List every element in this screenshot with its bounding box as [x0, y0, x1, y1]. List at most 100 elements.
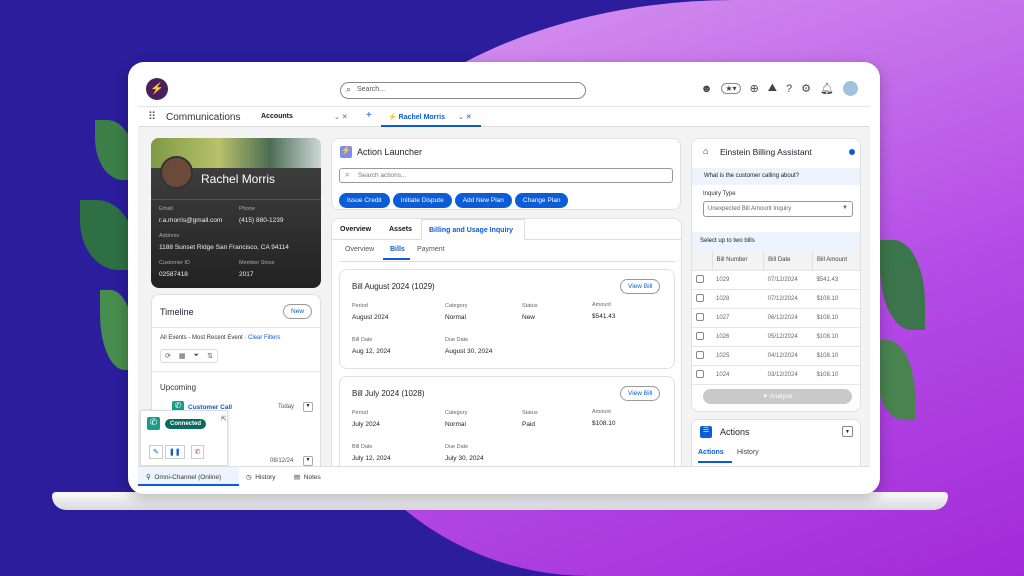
tab-billing-usage[interactable]: Billing and Usage Inquiry [421, 219, 525, 240]
divider [152, 371, 320, 372]
filter-icon[interactable]: ⏷ [193, 352, 200, 359]
bill-row: 1024 03/12/2024 $108.10 [692, 365, 860, 385]
item2-menu-button[interactable]: ▼ [303, 456, 313, 466]
history-button[interactable]: ◷ History [246, 474, 276, 481]
change-plan-button[interactable]: Change Plan [514, 193, 569, 208]
timeline-title: Timeline [160, 307, 194, 317]
notes-label: Notes [303, 474, 321, 481]
gear-icon[interactable]: ⚙ [801, 83, 812, 95]
inquiry-type-value: Unexpected Bill Amount Inquiry [708, 206, 792, 212]
tab-rachel-close[interactable]: ⌄ ✕ [458, 114, 472, 121]
divider [339, 261, 675, 262]
app-name: Communications [166, 112, 241, 123]
status-label: Status [522, 303, 538, 309]
clear-filters-link[interactable]: Clear Filters [248, 335, 281, 341]
member-since-value: 2017 [239, 271, 254, 278]
global-search-input[interactable]: Search... [340, 82, 586, 99]
view-bill-button[interactable]: View Bill [620, 386, 661, 401]
hold-icon[interactable]: ❚❚ [164, 445, 185, 459]
new-event-button[interactable]: New [283, 304, 313, 319]
add-tab-button[interactable]: + [366, 110, 372, 121]
bill-checkbox[interactable] [696, 274, 704, 283]
sort-icon[interactable]: ⇅ [207, 353, 213, 360]
help-icon[interactable]: ? [786, 82, 793, 95]
actions-menu-button[interactable]: ▼ [842, 426, 853, 437]
calendar-icon[interactable]: ▦ [178, 353, 186, 360]
einstein-billing-assistant: ⌂ Einstein Billing Assistant What is the… [691, 138, 861, 412]
category-value: Normal [445, 314, 466, 321]
search-actions-input[interactable]: ⌕ Search actions... [339, 168, 673, 183]
bell-icon[interactable]: 🔔︎ [820, 83, 834, 95]
issue-credit-button[interactable]: Issue Credit [339, 193, 390, 208]
due_date-label: Due Date [445, 337, 469, 343]
question-banner: What is the customer calling about? [692, 168, 860, 185]
info-icon[interactable] [849, 149, 855, 155]
laptop-base [52, 492, 948, 510]
tab-assets[interactable]: Assets [389, 226, 412, 233]
tab-accounts[interactable]: Accounts [261, 113, 293, 120]
mute-icon[interactable]: ✎ [149, 445, 163, 459]
avatar[interactable] [843, 81, 858, 96]
refresh-icon[interactable]: ⟳ [165, 353, 171, 360]
phone-value[interactable]: (415) 880-1239 [239, 217, 284, 224]
item-menu-button[interactable]: ▼ [303, 402, 313, 412]
column-header: Bill Date [763, 251, 813, 271]
company-logo[interactable]: ⚡ [146, 78, 168, 100]
agent-icon[interactable]: ☻ [700, 82, 713, 95]
leaf-decoration [80, 200, 135, 270]
tab-rachel-morris[interactable]: ⚡ Rachel Morris [381, 107, 481, 127]
omni-channel-button[interactable]: ⚲ Omni-Channel (Online) [138, 467, 239, 486]
view-bill-button[interactable]: View Bill [620, 279, 661, 294]
add-icon[interactable]: ⊕ [749, 83, 759, 95]
einstein-icon: ⌂ [703, 146, 709, 156]
trailhead-icon[interactable]: ⛰ [767, 82, 778, 94]
notes-button[interactable]: ▤ Notes [294, 474, 321, 481]
bill-date: 07/12/2024 [763, 270, 813, 290]
popout-icon[interactable]: ⇱ [221, 416, 227, 423]
bill-number: 1025 [712, 346, 764, 366]
inquiry-type-label: Inquiry Type [703, 191, 736, 197]
email-value[interactable]: r.a.morris@gmail.com [159, 217, 223, 224]
subtab-overview[interactable]: Overview [345, 246, 375, 253]
timeline-toolbar: ⟳ ▦ ⏷ ⇅ [160, 349, 218, 363]
select-bills-banner: Select up to two bills [692, 232, 860, 251]
bill-checkbox[interactable] [696, 331, 704, 340]
subtab-bills[interactable]: Bills [383, 246, 410, 260]
period-label: Period [352, 303, 368, 309]
phone-label: Phone [239, 206, 255, 212]
action-launcher-title: Action Launcher [357, 147, 423, 157]
subtab-payment[interactable]: Payment [417, 246, 445, 253]
tab-accounts-close[interactable]: ⌄ ✕ [334, 114, 348, 121]
app-launcher-icon[interactable]: ⠿ [148, 111, 157, 123]
bill-checkbox[interactable] [696, 350, 704, 359]
bill-row: 1029 07/12/2024 $541.43 [692, 270, 860, 290]
initiate-dispute-button[interactable]: Initiate Dispute [392, 193, 452, 208]
timeline-item2-date: 08/12/24 [270, 458, 294, 464]
actions-tab-history[interactable]: History [737, 449, 759, 456]
due_date-value: July 30, 2024 [445, 455, 484, 462]
bill-row: 1027 06/12/2024 $108.10 [692, 308, 860, 328]
checkbox-header [692, 251, 713, 271]
bill-row: 1028 07/12/2024 $108.10 [692, 289, 860, 309]
analyze-button[interactable]: ✦ Analyze [703, 389, 852, 404]
profile-name: Rachel Morris [201, 172, 276, 186]
inquiry-type-select[interactable]: Unexpected Bill Amount Inquiry ▼ [703, 201, 853, 217]
due_date-label: Due Date [445, 444, 469, 450]
chevron-down-icon: ▼ [842, 205, 848, 211]
bill-number: 1026 [712, 327, 764, 347]
bill-amount: $108.10 [812, 308, 860, 328]
actions-tab-actions[interactable]: Actions [698, 449, 732, 463]
customer-id-label: Customer ID [159, 260, 190, 266]
bill-checkbox[interactable] [696, 293, 704, 302]
add-new-plan-button[interactable]: Add New Plan [454, 193, 512, 208]
favorites-icon[interactable]: ★▾ [721, 83, 741, 94]
bill-checkbox[interactable] [696, 312, 704, 321]
bill-checkbox[interactable] [696, 369, 704, 378]
end-call-icon[interactable]: ✆ [190, 445, 205, 459]
record-detail-card: Overview Assets Billing and Usage Inquir… [331, 218, 682, 486]
call-status-badge: Connected [165, 419, 207, 429]
tab-overview[interactable]: Overview [340, 226, 372, 233]
phone-icon: ✆ [147, 417, 160, 430]
period-label: Period [352, 410, 368, 416]
timeline-item-link[interactable]: Customer Call [188, 404, 233, 411]
